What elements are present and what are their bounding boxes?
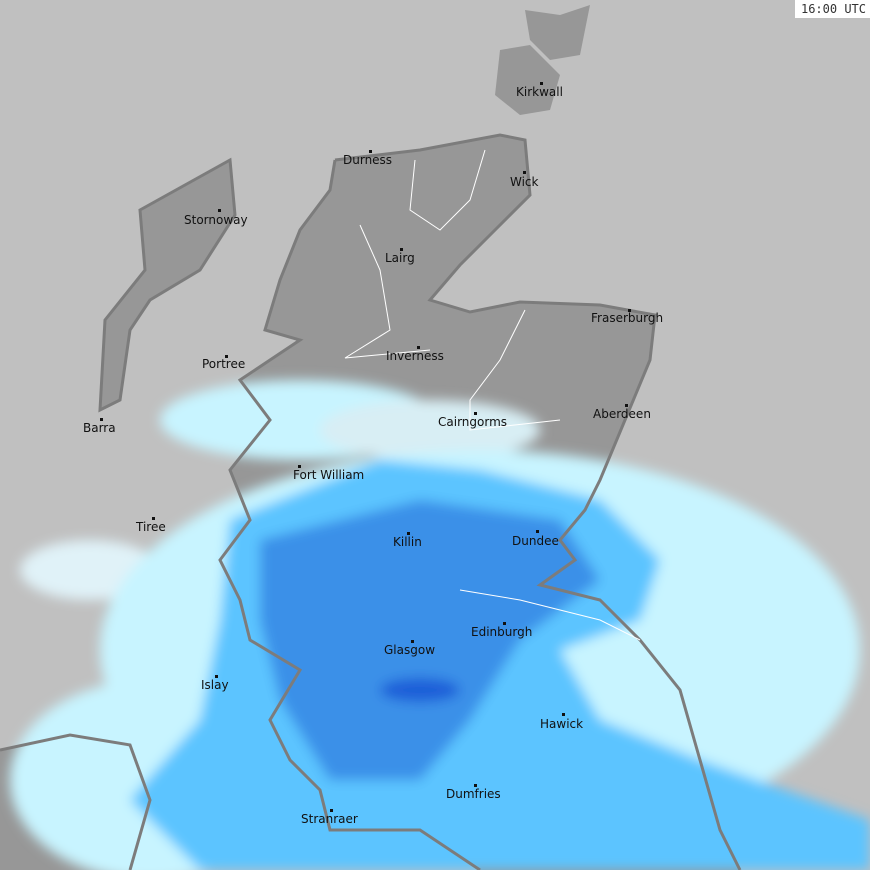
city-label-hawick: Hawick [540, 717, 584, 731]
city-dot [152, 517, 155, 520]
city-label-stornoway: Stornoway [184, 213, 248, 227]
city-label-durness: Durness [343, 153, 393, 167]
precipitation [10, 380, 870, 870]
city-label-glasgow: Glasgow [384, 643, 436, 657]
city-dot [523, 171, 526, 174]
city-label-aberdeen: Aberdeen [593, 407, 651, 421]
shetland [525, 5, 590, 60]
city-dot [562, 713, 565, 716]
city-label-stranraer: Stranraer [301, 812, 358, 826]
city-dot [474, 412, 477, 415]
borders [344, 149, 641, 641]
city-label-lairg: Lairg [385, 251, 415, 265]
city-dot [100, 418, 103, 421]
city-label-dumfries: Dumfries [446, 787, 501, 801]
city-label-tiree: Tiree [136, 520, 166, 534]
city-dot [407, 532, 410, 535]
city-label-cairngorms: Cairngorms [438, 415, 508, 429]
city-dot [400, 248, 403, 251]
city-label-wick: Wick [510, 175, 539, 189]
city-label-kirkwall: Kirkwall [516, 85, 563, 99]
city-dot [225, 355, 228, 358]
city-dot [625, 404, 628, 407]
city-dot [474, 784, 477, 787]
timestamp-label: 16:00 UTC [794, 0, 870, 18]
city-dot [417, 346, 420, 349]
city-label-edinburgh: Edinburgh [471, 625, 533, 639]
city-label-portree: Portree [202, 357, 246, 371]
city-dot [536, 530, 539, 533]
coastline [0, 133, 742, 870]
city-label-fort-william: Fort William [293, 468, 365, 482]
city-dot [369, 150, 372, 153]
city-dot [503, 622, 506, 625]
city-dot [218, 209, 221, 212]
city-dot [628, 309, 631, 312]
orkney [495, 45, 560, 115]
city-label-islay: Islay [201, 678, 229, 692]
outer-hebrides [100, 160, 235, 410]
city-dot [215, 675, 218, 678]
city-label-dundee: Dundee [512, 534, 559, 548]
city-dot [298, 465, 301, 468]
city-label-killin: Killin [393, 535, 422, 549]
city-label-fraserburgh: Fraserburgh [591, 311, 664, 325]
city-dot [330, 809, 333, 812]
city-dot [411, 640, 414, 643]
city-label-inverness: Inverness [386, 349, 444, 363]
city-label-barra: Barra [83, 421, 116, 435]
city-dot [540, 82, 543, 85]
